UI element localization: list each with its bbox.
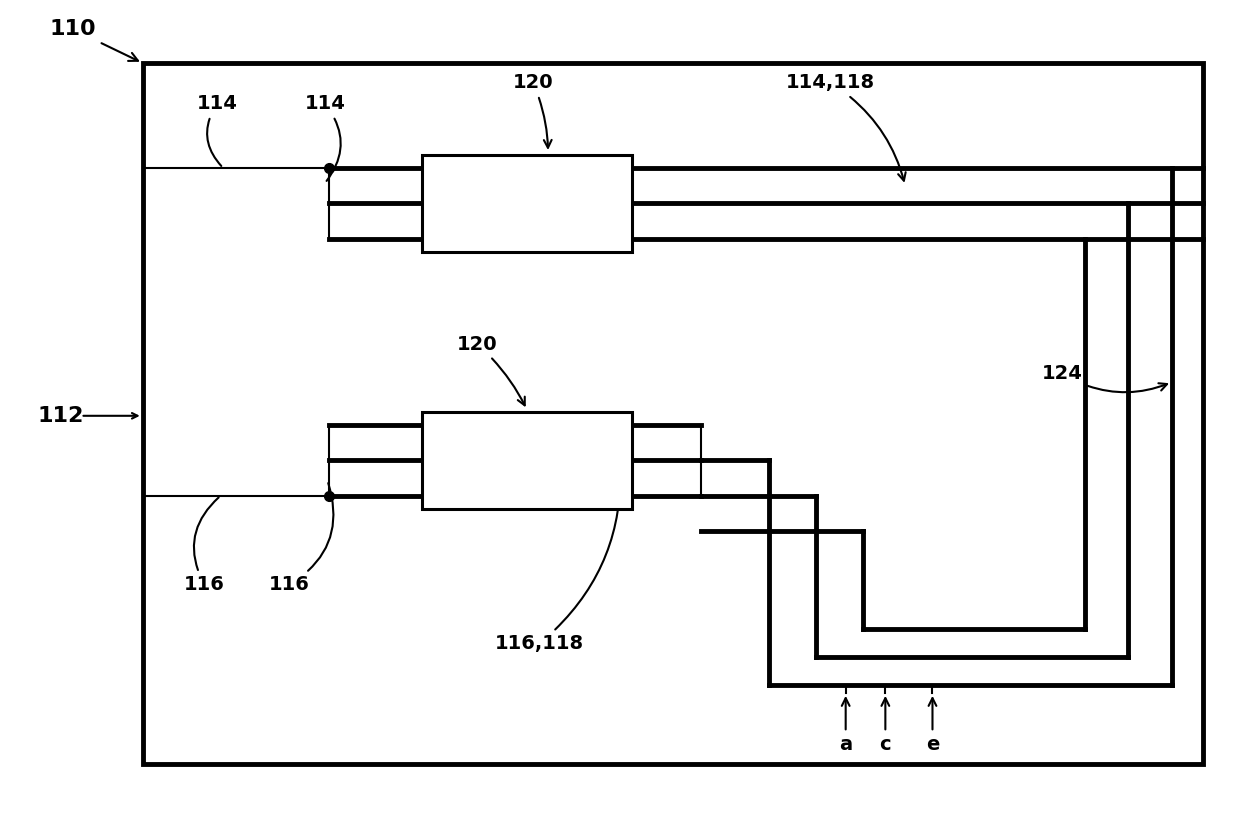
Text: c: c (879, 698, 892, 754)
Text: 114: 114 (305, 94, 345, 181)
Text: 116: 116 (185, 497, 224, 595)
Bar (422, 412, 632, 509)
Text: 124: 124 (1042, 365, 1167, 392)
Text: 114: 114 (197, 94, 237, 166)
Bar (422, 155, 632, 252)
Bar (143, 63, 1203, 764)
Text: 120: 120 (458, 334, 525, 406)
Text: 112: 112 (37, 406, 83, 426)
Text: e: e (926, 698, 939, 754)
Text: 116,118: 116,118 (495, 465, 625, 654)
Text: 116: 116 (269, 483, 334, 595)
Text: 120: 120 (513, 73, 553, 148)
Text: 110: 110 (50, 19, 138, 61)
Text: a: a (839, 698, 852, 754)
Text: 114,118: 114,118 (786, 73, 905, 181)
